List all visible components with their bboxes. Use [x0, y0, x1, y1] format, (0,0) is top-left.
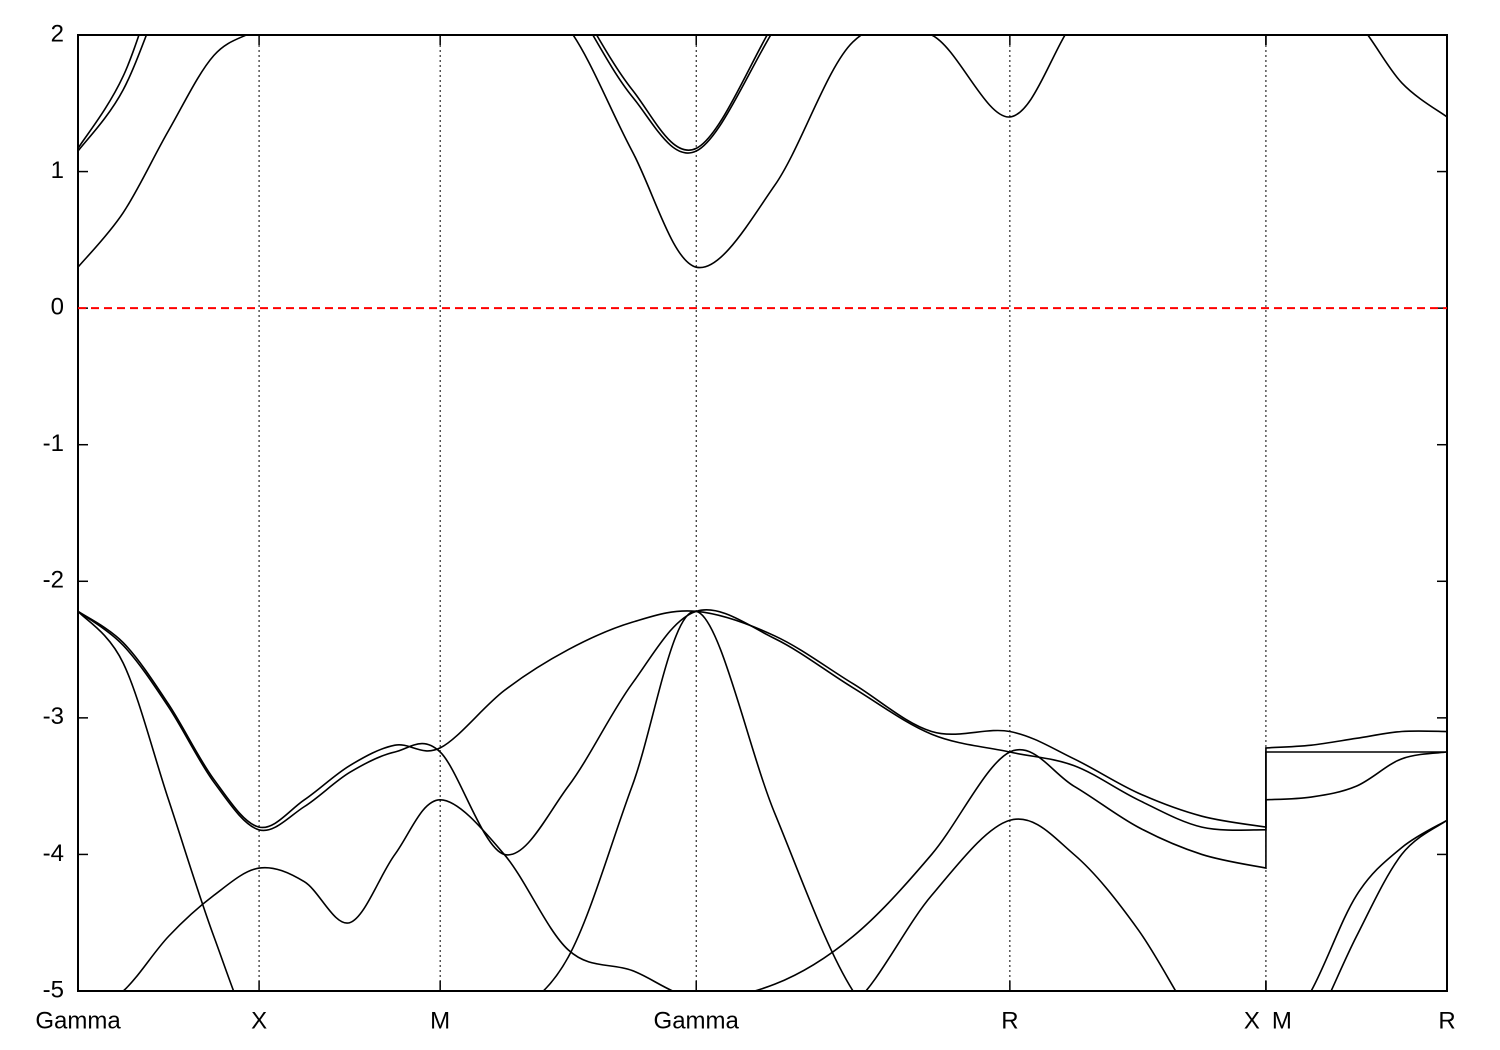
band-line [864, 818, 1447, 991]
plot-frame [77, 34, 1448, 992]
x-tick-label: X [1244, 1007, 1260, 1034]
y-tick-label: 0 [51, 293, 64, 320]
x-tick-label: R [1001, 1007, 1018, 1034]
y-tick-label: -5 [43, 976, 64, 1003]
band-line [78, 610, 1447, 829]
x-tick-label: X [251, 1007, 267, 1034]
band-line [122, 749, 1447, 991]
plot-area [78, 35, 1447, 991]
x-tick-label: R [1438, 1007, 1455, 1034]
x-tick-label: Gamma [35, 1007, 121, 1034]
y-tick-label: -1 [43, 430, 64, 457]
y-tick-label: 2 [51, 20, 64, 47]
band-line [78, 35, 772, 154]
band-line [78, 35, 768, 151]
band-line [78, 609, 1447, 856]
y-tick-label: 1 [51, 157, 64, 184]
band-line [78, 35, 1447, 269]
y-tick-label: -2 [43, 567, 64, 594]
y-tick-label: -4 [43, 840, 64, 867]
y-tick-label: -3 [43, 703, 64, 730]
x-tick-label: M [430, 1007, 450, 1034]
x-tick-label: Gamma [654, 1007, 740, 1034]
x-tick-label: M [1272, 1007, 1292, 1034]
